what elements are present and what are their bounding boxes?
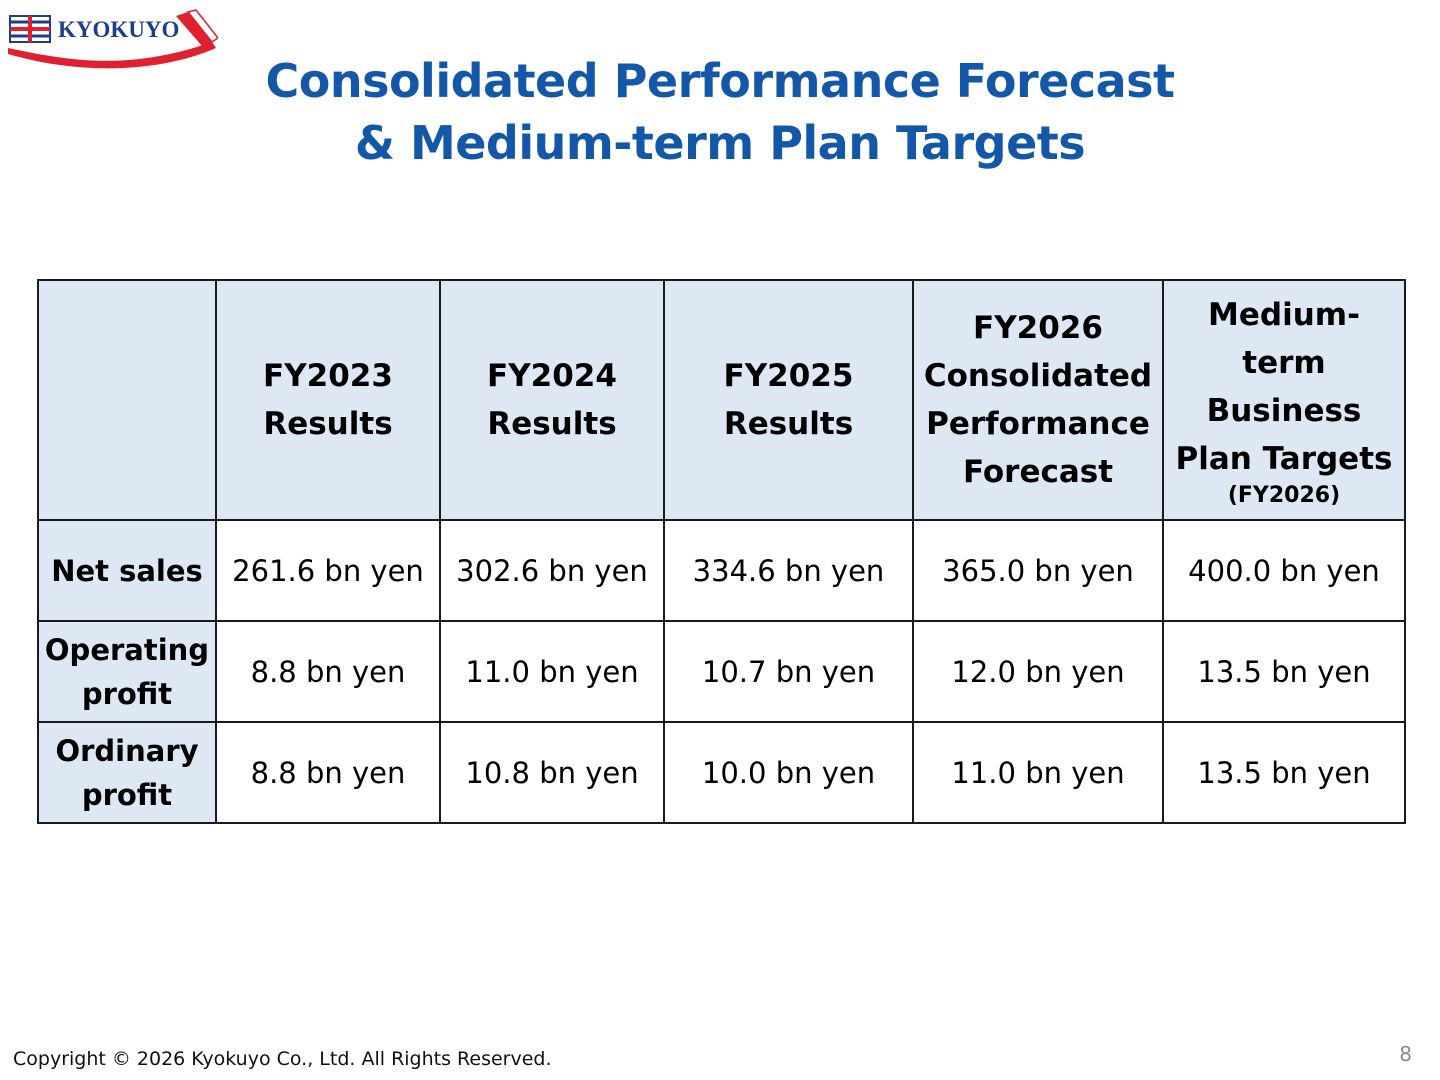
table-cell: 12.0 bn yen — [912, 620, 1164, 723]
header-medium-term-targets: Medium-term Business Plan Targets (FY202… — [1162, 279, 1406, 521]
table-cell: 10.8 bn yen — [439, 721, 665, 824]
table-cell: 334.6 bn yen — [663, 519, 914, 622]
header-fy2023: FY2023 Results — [215, 279, 441, 521]
slide-title-line-1: Consolidated Performance Forecast — [265, 54, 1175, 108]
table-cell: 11.0 bn yen — [439, 620, 665, 723]
performance-table: FY2023 Results FY2024 Results FY2025 Res… — [37, 279, 1406, 824]
table-cell: 302.6 bn yen — [439, 519, 665, 622]
table-cell: 261.6 bn yen — [215, 519, 441, 622]
row-label-net-sales: Net sales — [37, 519, 217, 622]
table-cell: 8.8 bn yen — [215, 620, 441, 723]
logo-sail-white — [186, 9, 218, 44]
table-cell: 11.0 bn yen — [912, 721, 1164, 824]
header-fy2024: FY2024 Results — [439, 279, 665, 521]
table-cell: 10.7 bn yen — [663, 620, 914, 723]
page-number: 8 — [1399, 1042, 1412, 1066]
header-fy2024-label: FY2024 Results — [487, 358, 617, 442]
logo-swoosh-red — [8, 42, 216, 69]
table-cell: 13.5 bn yen — [1162, 620, 1406, 723]
table-cell: 8.8 bn yen — [215, 721, 441, 824]
header-fy2026-forecast: FY2026 Consolidated Performance Forecast — [912, 279, 1164, 521]
table-row-net-sales: Net sales 261.6 bn yen 302.6 bn yen 334.… — [37, 519, 1406, 622]
header-medium-term-targets-sub: (FY2026) — [1227, 483, 1341, 508]
kyokuyo-logo-graphic: KYOKUYO — [8, 9, 218, 69]
row-label-ordinary-profit: Ordinary profit — [37, 721, 217, 824]
kyokuyo-logo: KYOKUYO — [6, 8, 218, 80]
slide-title: Consolidated Performance Forecast & Medi… — [0, 50, 1440, 174]
header-fy2025-label: FY2025 Results — [723, 358, 854, 442]
slide-title-line-2: & Medium-term Plan Targets — [354, 116, 1086, 170]
table-cell: 10.0 bn yen — [663, 721, 914, 824]
table-cell: 400.0 bn yen — [1162, 519, 1406, 622]
copyright-footer: Copyright © 2026 Kyokuyo Co., Ltd. All R… — [13, 1048, 552, 1070]
table-header-row: FY2023 Results FY2024 Results FY2025 Res… — [37, 279, 1406, 521]
header-fy2025: FY2025 Results — [663, 279, 914, 521]
table-row-operating-profit: Operating profit 8.8 bn yen 11.0 bn yen … — [37, 620, 1406, 723]
table-cell: 13.5 bn yen — [1162, 721, 1406, 824]
row-label-operating-profit: Operating profit — [37, 620, 217, 723]
logo-wordmark: KYOKUYO — [58, 17, 179, 42]
table-cell: 365.0 bn yen — [912, 519, 1164, 622]
table-row-ordinary-profit: Ordinary profit 8.8 bn yen 10.8 bn yen 1… — [37, 721, 1406, 824]
header-corner-cell — [37, 279, 217, 521]
header-fy2023-label: FY2023 Results — [263, 358, 393, 442]
logo-sail-red — [176, 12, 212, 46]
header-medium-term-targets-label: Medium-term Business Plan Targets — [1175, 297, 1393, 477]
header-fy2026-forecast-label: FY2026 Consolidated Performance Forecast — [923, 310, 1153, 490]
